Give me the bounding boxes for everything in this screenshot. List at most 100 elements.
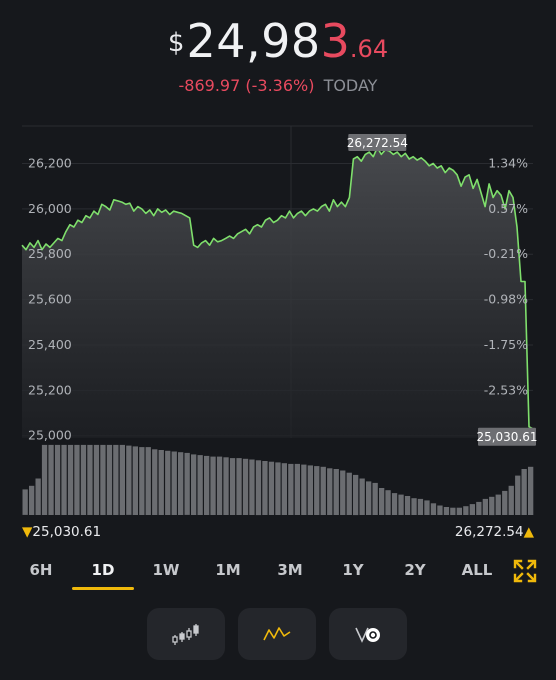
volume-bar [152, 449, 158, 515]
volume-bar [437, 505, 443, 515]
y-tick-label: 26,200 [28, 155, 72, 170]
volume-bar [210, 456, 216, 515]
y-tick-label-percent: -0.98% [484, 292, 528, 307]
tab-6h[interactable]: 6H [29, 561, 53, 579]
tab-1y[interactable]: 1Y [342, 561, 364, 579]
y-tick-label: 25,400 [28, 337, 72, 352]
tab-3m[interactable]: 3M [277, 561, 303, 579]
volume-bar [294, 463, 300, 515]
candlestick-icon [172, 624, 199, 645]
volume-bar [404, 496, 411, 515]
range-low-value: 25,030.61 [32, 524, 102, 540]
current-marker-box [478, 427, 536, 446]
volume-bar [379, 488, 385, 515]
volume-bar [411, 498, 417, 515]
volume-bar [191, 454, 197, 515]
volume-bar [41, 444, 48, 515]
volume-bar [456, 507, 462, 515]
volume-bar [333, 469, 339, 515]
volume-bar [22, 489, 28, 515]
y-tick-label: 25,000 [28, 428, 72, 443]
current-marker: 25,030.61 [476, 427, 538, 446]
volume-bar [424, 500, 430, 515]
volume-bar [314, 466, 320, 515]
volume-bar [359, 478, 365, 515]
volume-bar [346, 472, 352, 515]
volume-bars [22, 444, 534, 516]
range-high: 26,272.54▲ [455, 524, 534, 540]
volume-bar [106, 444, 113, 515]
volume-bar [508, 485, 514, 515]
tab-2y[interactable]: 2Y [404, 561, 426, 579]
volume-bar [80, 444, 87, 515]
volume-bar [366, 481, 372, 515]
y-tick-label-percent: -1.75% [484, 337, 528, 352]
volume-bar [249, 459, 255, 515]
volume-bar [515, 475, 521, 515]
volume-bar [29, 485, 35, 515]
volume-bar [184, 452, 190, 515]
volume-bar [340, 470, 346, 515]
fullscreen-icon[interactable] [512, 558, 538, 584]
price-line [21, 146, 534, 430]
line-chart-icon [263, 627, 291, 641]
price-chart-svg[interactable]: 26,200 26,000 25,800 25,600 25,400 25,200 25,0… [0, 120, 556, 520]
tradingview-icon [355, 627, 380, 643]
tab-1w[interactable]: 1W [152, 561, 180, 579]
volume-bar [236, 458, 242, 515]
volume-bar [268, 461, 275, 515]
volume-bar [242, 458, 249, 515]
volume-bar [275, 462, 281, 515]
price-area [22, 147, 533, 438]
price-last-digit: 3 [320, 14, 350, 68]
price-decimals: .64 [349, 35, 389, 63]
tab-1m[interactable]: 1M [215, 561, 241, 579]
range-high-value: 26,272.54 [454, 524, 524, 540]
volume-bar [87, 444, 93, 515]
up-arrow-icon: ▲ [523, 524, 534, 540]
tab-1d[interactable]: 1D [72, 554, 134, 590]
y-tick-label-percent: -0.21% [484, 246, 528, 261]
volume-bar [113, 444, 119, 515]
range-low: ▼25,030.61 [22, 524, 101, 540]
volume-bar [119, 444, 125, 515]
volume-bar [54, 444, 61, 515]
volume-bar [262, 461, 268, 515]
volume-bar [301, 464, 307, 515]
y-axis-right: 1.34%0.57%-0.21%-0.98%-1.75%-2.53%-3.30% [484, 155, 528, 442]
high-marker-box [348, 134, 407, 151]
y-axis-left: 26,200 26,000 25,800 25,600 25,400 25,200 25,0… [28, 155, 72, 442]
volume-bar [48, 444, 54, 515]
current-marker-label: 25,030.61 [476, 430, 537, 444]
volume-bar [430, 503, 437, 515]
volume-bar [398, 494, 404, 515]
y-tick-label: 26,000 [28, 201, 72, 216]
change-value: -869.97 (-3.36%) [178, 76, 315, 95]
volume-bar [327, 468, 333, 515]
volume-bar [126, 445, 132, 515]
y-tick-label: 25,600 [28, 292, 72, 307]
price-chart[interactable]: 26,200 26,000 25,800 25,600 25,400 25,200 25,0… [0, 120, 556, 520]
line-chart-button[interactable] [238, 608, 316, 660]
candlestick-chart-button[interactable] [147, 608, 225, 660]
volume-bar [139, 447, 145, 515]
volume-bar [469, 504, 475, 515]
high-marker-label: 26,272.54 [347, 136, 408, 150]
volume-bar [307, 465, 313, 515]
volume-bar [255, 460, 262, 516]
volume-bar [100, 444, 106, 515]
volume-bar [482, 498, 488, 515]
volume-bar [229, 458, 236, 515]
tradingview-chart-button[interactable] [329, 608, 407, 660]
volume-bar [171, 451, 177, 515]
volume-bar [165, 450, 171, 515]
volume-bar [145, 447, 151, 515]
price-display: $24,983.64 [0, 14, 556, 68]
volume-bar [391, 493, 398, 515]
volume-bar [197, 455, 203, 515]
volume-bar [489, 496, 495, 516]
volume-bar [93, 444, 100, 515]
volume-bar [385, 490, 391, 515]
volume-bar [320, 466, 326, 515]
tab-all[interactable]: ALL [461, 561, 493, 579]
